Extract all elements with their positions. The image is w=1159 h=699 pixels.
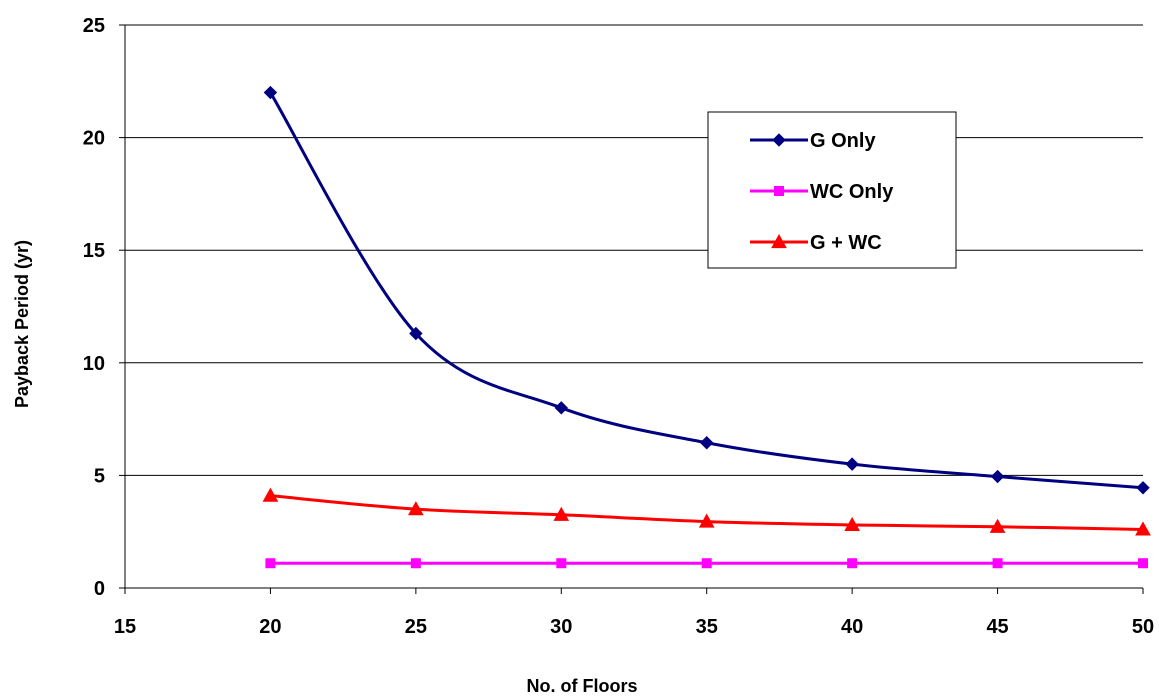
data-point-g-wc	[553, 506, 570, 521]
x-tick-label: 45	[986, 616, 1008, 638]
y-tick-label: 10	[83, 353, 105, 375]
grid-layer	[125, 24, 1143, 476]
data-point-g-wc	[844, 516, 860, 532]
data-point-g-only	[1136, 481, 1150, 495]
legend-box	[707, 111, 957, 269]
data-point-wc-only	[556, 558, 567, 569]
x-tick-label: 30	[550, 616, 572, 638]
data-point-g-only	[990, 469, 1005, 484]
y-tick-label: 25	[83, 15, 105, 37]
x-tick-label: 35	[696, 616, 718, 638]
data-point-g-only	[409, 326, 423, 341]
data-point-g-only	[554, 401, 568, 415]
axis-layer: 0 5 10 15 20 25 15 20 25 30 35 40 45 50	[83, 15, 1154, 638]
data-point-g-only	[263, 85, 278, 100]
x-tick-label: 40	[841, 616, 863, 638]
legend-marker-wc-only	[774, 186, 784, 196]
x-tick-label: 25	[405, 616, 427, 638]
x-axis-title: No. of Floors	[527, 676, 638, 696]
data-point-g-wc	[1135, 521, 1151, 536]
data-point-wc-only	[410, 558, 421, 569]
series-line-g-only	[269, 91, 1144, 490]
series-layer	[262, 85, 1151, 569]
legend-label-g-only: G Only	[810, 130, 876, 152]
data-point-g-only	[700, 436, 714, 450]
x-tick-label: 15	[114, 616, 136, 638]
y-axis-title: Payback Period (yr)	[12, 240, 32, 408]
x-tick-label: 50	[1132, 616, 1154, 638]
legend-label-g-wc: G + WC	[810, 232, 882, 254]
legend: G Only WC Only G + WC	[707, 111, 957, 269]
data-point-g-only	[845, 457, 859, 471]
x-tick-label: 20	[259, 616, 281, 638]
legend-label-wc-only: WC Only	[810, 181, 894, 203]
data-point-wc-only	[847, 558, 858, 569]
legend-marker-g-only	[772, 133, 786, 147]
legend-marker-g-wc	[771, 233, 787, 249]
y-tick-label: 0	[94, 578, 105, 600]
data-point-g-wc	[262, 487, 279, 502]
data-point-wc-only	[1138, 558, 1148, 569]
data-point-wc-only	[265, 558, 276, 569]
y-tick-label: 20	[83, 128, 105, 150]
data-point-g-wc	[698, 513, 715, 528]
y-tick-label: 5	[94, 465, 105, 487]
data-point-wc-only	[701, 558, 712, 569]
data-point-g-wc	[408, 501, 424, 516]
data-point-g-wc	[989, 518, 1006, 533]
y-tick-label: 15	[83, 240, 105, 262]
data-point-wc-only	[992, 558, 1003, 569]
